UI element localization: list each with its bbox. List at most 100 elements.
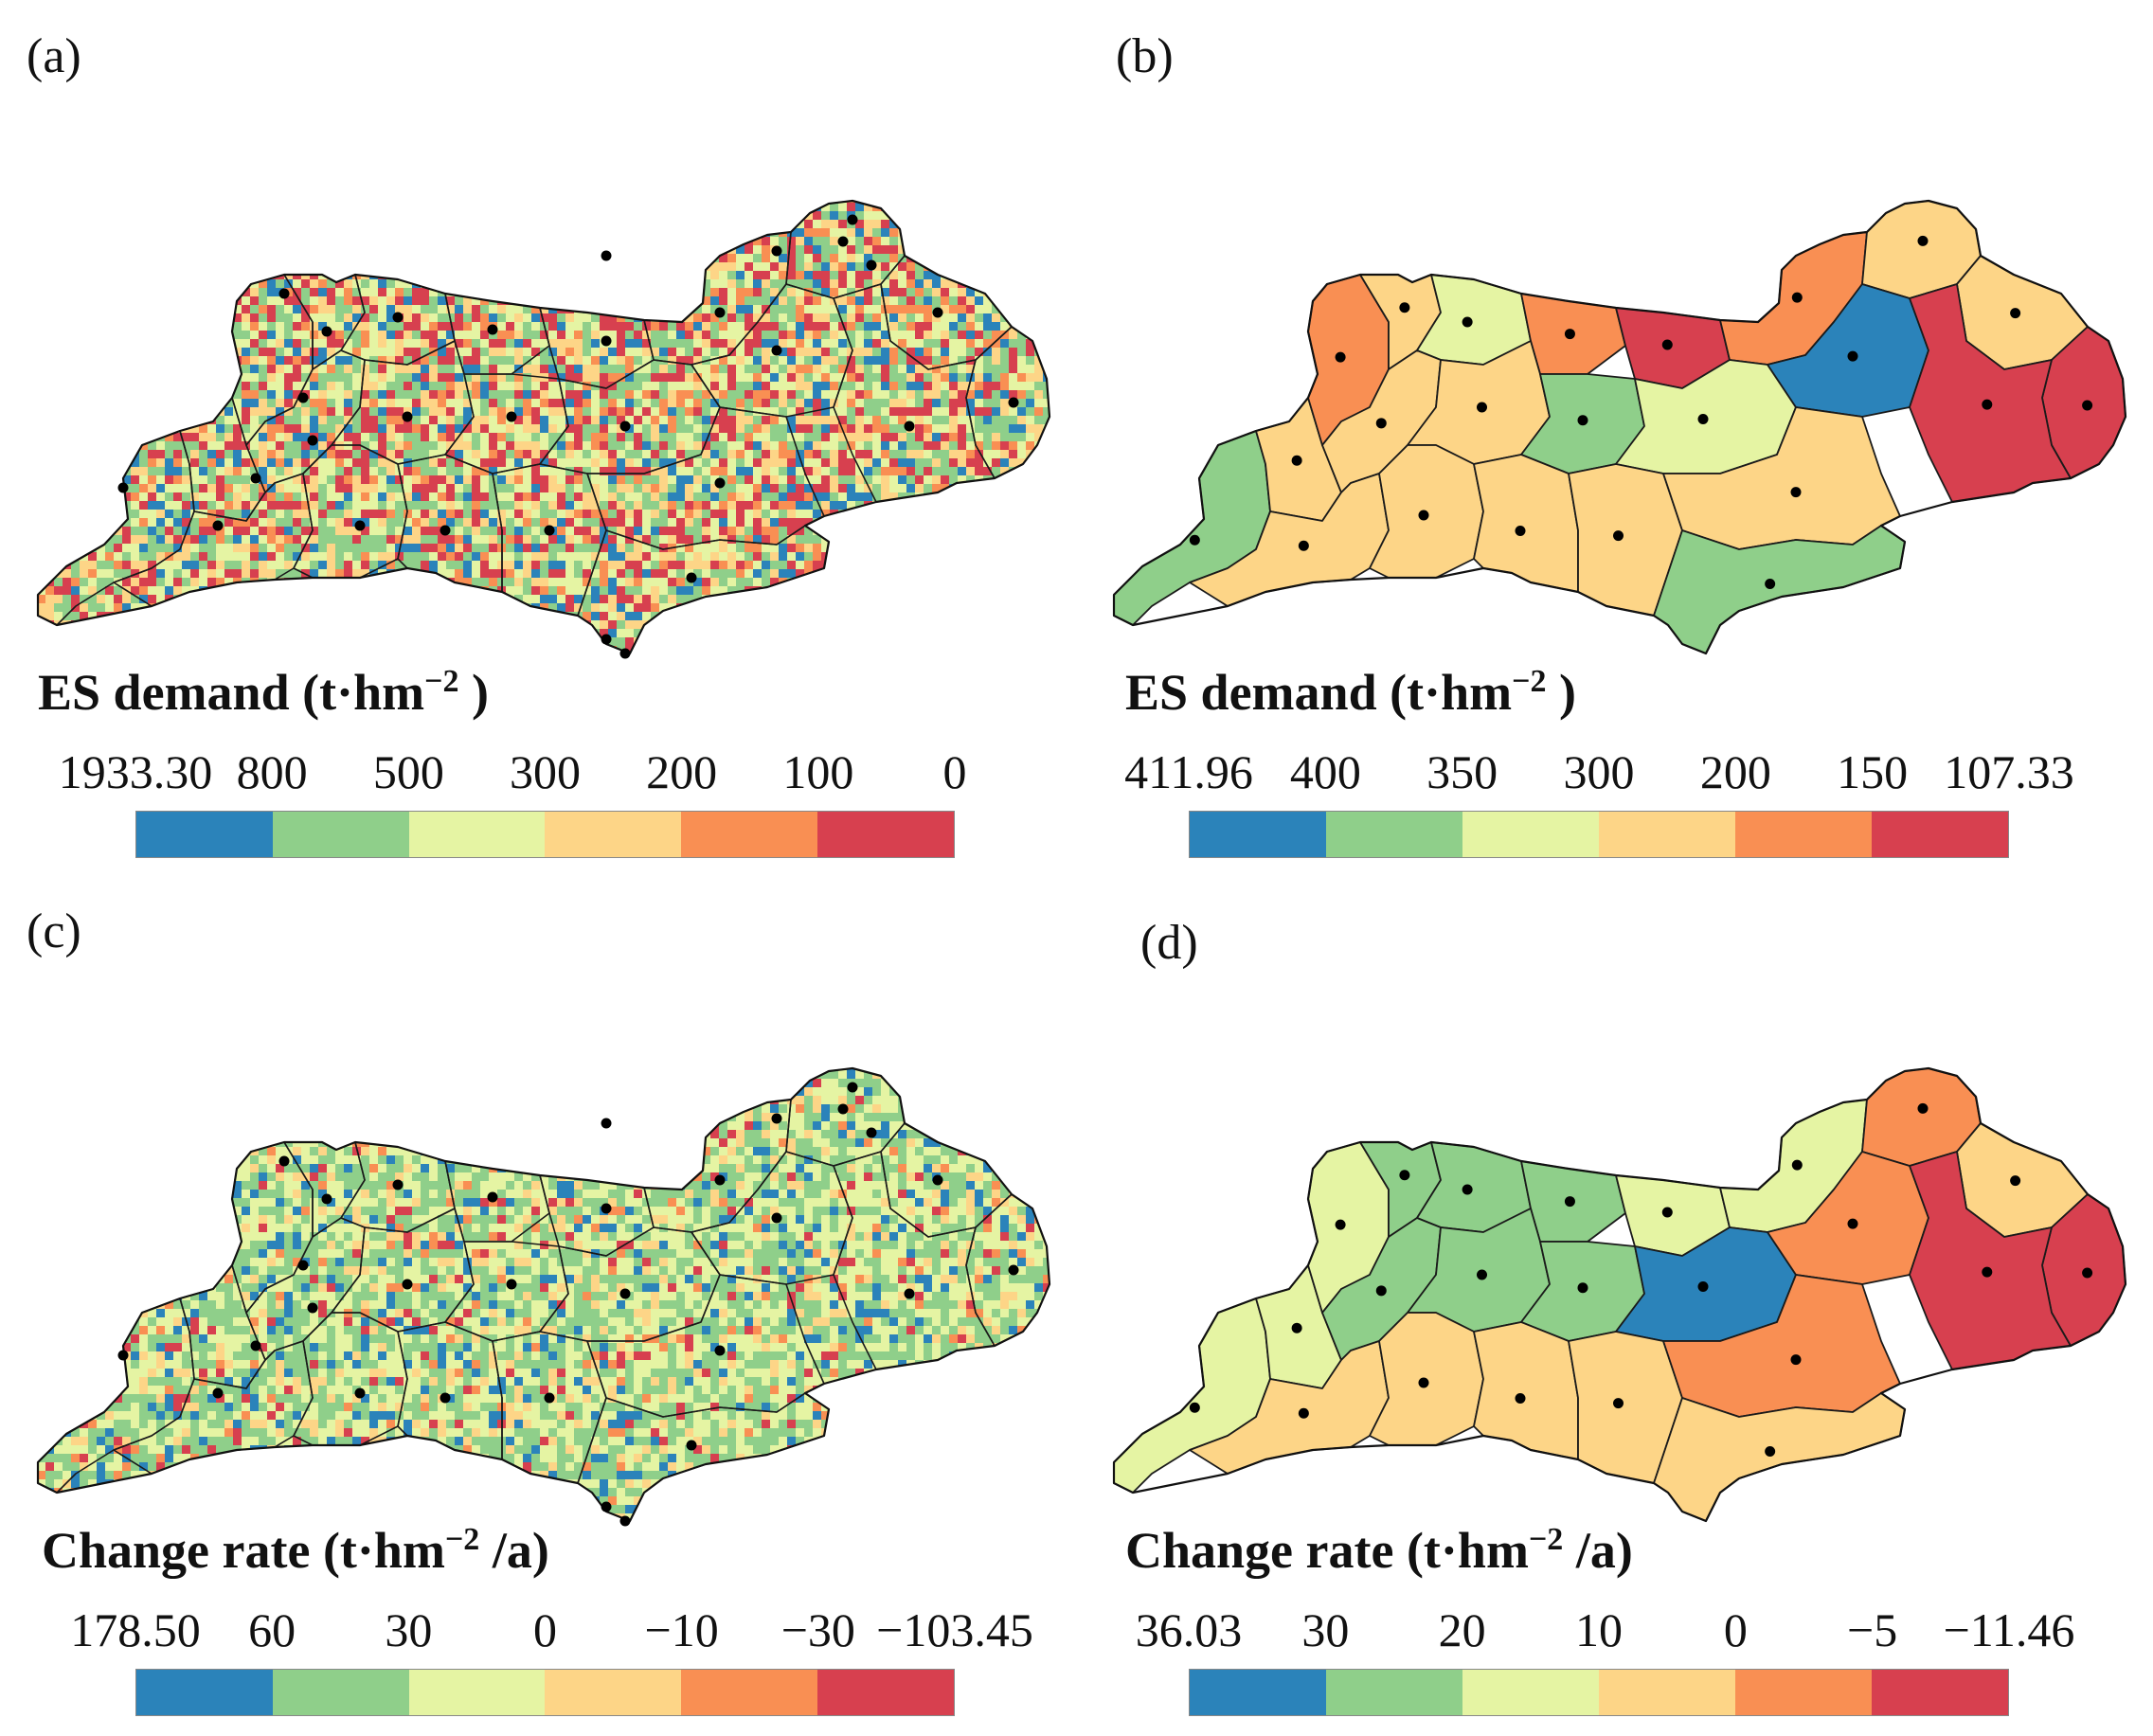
legend-tick-label: 178.50	[70, 1603, 201, 1656]
county-seat-dot	[1765, 1445, 1776, 1457]
legend-tick-label: 0	[533, 1603, 557, 1656]
colorbar-swatch	[1190, 812, 1326, 857]
county-seat-dot	[601, 250, 612, 261]
county-seat-dot	[1917, 1102, 1929, 1114]
legend-tick-label: 400	[1289, 745, 1361, 798]
county-seat-dot	[1765, 578, 1776, 589]
legend-title: Change rate (t·hm−2 /a)	[1125, 1522, 1633, 1579]
county-seat-dot	[686, 1440, 697, 1451]
county-seat-dot	[866, 260, 877, 271]
colorbar-swatch	[545, 812, 682, 857]
county-seat-dot	[544, 525, 555, 536]
county-seat-dot	[506, 411, 517, 422]
legend-tick-label: 100	[782, 745, 854, 798]
county-seat-dot	[1697, 414, 1709, 424]
county-seat-dot	[297, 1260, 309, 1271]
county-seat-dot	[619, 421, 631, 432]
county-seat-dot	[1791, 292, 1803, 303]
legend-tick-label: 60	[248, 1603, 296, 1656]
county-seat-dot	[1189, 534, 1200, 546]
county-seat-dot	[2010, 1175, 2021, 1187]
legend-tick-label: 36.03	[1135, 1603, 1243, 1656]
county-seat-dot	[619, 1515, 631, 1527]
colorbar-swatch	[272, 1670, 409, 1715]
colorbar-swatch	[545, 1670, 682, 1715]
county-seat-dot	[601, 634, 612, 645]
colorbar-swatch	[1190, 1670, 1326, 1715]
county-region	[1473, 1321, 1579, 1460]
county-seat-dot	[1982, 1266, 1993, 1278]
legend-tick-label: 300	[1563, 745, 1635, 798]
county-seat-dot	[402, 411, 413, 422]
county-seat-dot	[440, 525, 451, 536]
county-seat-dot	[1790, 1354, 1802, 1366]
county-seat-dot	[686, 572, 697, 583]
legend-tick-label: 200	[646, 745, 718, 798]
colorbar-swatch	[817, 812, 954, 857]
county-seat-dot	[866, 1127, 877, 1138]
legend-tick-label: 30	[385, 1603, 433, 1656]
county-seat-dot	[212, 1387, 224, 1399]
county-seat-dot	[714, 307, 726, 318]
county-seat-dot	[1790, 487, 1802, 498]
county-seat-dot	[117, 482, 129, 493]
legend-tick-label: 10	[1575, 1603, 1623, 1656]
county-seat-dot	[506, 1279, 517, 1290]
county-region	[1653, 1392, 1906, 1522]
county-seat-dot	[1008, 397, 1019, 408]
legend-tick-label: 411.96	[1124, 745, 1253, 798]
county-map	[1112, 199, 2127, 655]
panel-b: (b) ES demand (t·hm−2 ) 411.96 400 350 300 2…	[1076, 0, 2153, 868]
county-seat-dot	[117, 1350, 129, 1361]
county-seat-dot	[619, 648, 631, 659]
county-seat-dot	[619, 1288, 631, 1299]
county-region	[1473, 454, 1579, 593]
county-seat-dot	[1564, 1196, 1575, 1208]
colorbar-swatch	[1872, 1670, 2008, 1715]
county-seat-dot	[250, 1340, 261, 1351]
county-seat-dot	[1375, 418, 1387, 429]
county-seat-dot	[487, 324, 498, 335]
county-seat-dot	[354, 520, 366, 531]
county-seat-dot	[1399, 1170, 1410, 1181]
panel-label: (d)	[1140, 916, 1198, 970]
county-seat-dot	[1791, 1159, 1803, 1171]
legend-tick-label: 800	[236, 745, 308, 798]
legend-tick-label: −11.46	[1943, 1603, 2075, 1656]
county-seat-dot	[212, 520, 224, 531]
county-seat-dot	[544, 1392, 555, 1404]
colorbar-swatch	[408, 812, 546, 857]
colorbar-swatch	[1872, 812, 2008, 857]
county-seat-dot	[904, 1288, 915, 1299]
panel-label: (b)	[1116, 29, 1174, 83]
county-seat-dot	[714, 1345, 726, 1356]
county-seat-dot	[1577, 415, 1588, 426]
legend-tick-label: 20	[1438, 1603, 1486, 1656]
county-seat-dot	[440, 1392, 451, 1404]
county-map	[1112, 1066, 2127, 1523]
county-seat-dot	[1477, 402, 1487, 413]
county-seat-dot	[1477, 1269, 1487, 1280]
county-seat-dot	[932, 307, 943, 318]
colorbar-swatch	[1326, 812, 1462, 857]
county-seat-dot	[771, 1212, 782, 1224]
county-seat-dot	[1462, 1184, 1473, 1195]
county-seat-dot	[1577, 1282, 1588, 1294]
legend-tick-label: 300	[510, 745, 581, 798]
county-seat-dot	[837, 236, 849, 247]
legend-tick-label: 350	[1426, 745, 1498, 798]
county-seat-dot	[321, 326, 332, 337]
panel-d: (d) Change rate (t·hm−2 /a) 36.03 30 20 10 0…	[1076, 868, 2153, 1736]
county-seat-dot	[847, 1082, 858, 1093]
legend-tick-label: 0	[942, 745, 967, 798]
colorbar	[1189, 1669, 2009, 1716]
county-seat-dot	[1613, 1398, 1624, 1409]
county-seat-dot	[278, 1155, 290, 1167]
county-seat-dot	[1515, 1393, 1526, 1404]
county-seat-dot	[601, 1501, 612, 1512]
colorbar-swatch	[408, 1670, 546, 1715]
raster-map	[36, 199, 1051, 659]
raster-map	[36, 1066, 1051, 1527]
county-seat-dot	[1917, 235, 1929, 246]
legend-tick-label: 500	[372, 745, 444, 798]
